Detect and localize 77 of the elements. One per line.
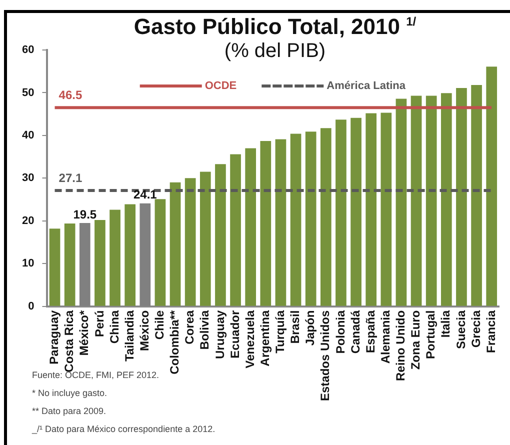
x-tick-label: Estados Unidos [318,310,332,402]
bar [440,93,452,306]
bar [94,220,106,306]
x-tick-label: Argentina [258,310,272,366]
x-tick-label: Tailandia [122,310,136,362]
bar [275,139,286,306]
bar [336,120,346,306]
x-tick-label: España [363,310,378,354]
y-tick-label: 10 [22,258,34,270]
y-tick-label: 50 [22,86,34,99]
bar [260,140,272,306]
x-tick-label: Portugal [424,310,438,359]
data-label: 24.1 [133,188,158,202]
source-note: Fuente: OCDE, FMI, PEF 2012. [32,370,160,380]
chart-subtitle: (% del PIB) [223,40,327,63]
text: * No incluye gasto. [32,388,108,398]
data-label: 46.5 [58,88,82,102]
x-tick-label: Paraguay [47,310,62,364]
chart-title: Gasto Público Total, 2010 $^{1/}$ [132,14,418,40]
x-tick-label: México* [77,310,92,356]
y-tick-label: 20 [22,214,34,227]
bar [410,96,422,306]
x-tick-label: Brasil [288,310,302,344]
bar [170,182,181,306]
bar [486,66,498,306]
bar [305,132,316,306]
x-tick-label: Alemania [378,310,392,364]
bar [200,172,211,306]
text: América Latina [326,80,406,92]
x-tick-label: Zona Euro [408,310,423,370]
bar [426,96,437,306]
y-tick-label: 0 [28,300,34,312]
x-tick-label: Japón [303,310,318,346]
x-tick-label: Corea [182,310,197,344]
y-tick-label: 40 [22,129,34,142]
bar [215,164,226,306]
x-tick-label: Chile [152,310,167,340]
y-tick-label: 60 [22,44,34,56]
data-label: 19.5 [73,207,97,222]
bar [350,118,362,306]
bar [320,128,332,306]
x-tick-label: Uruguay [212,310,227,360]
text: _/¹ Dato para México correspondiente a 2012. [32,424,216,434]
bar [396,98,407,306]
x-tick-label: Suecia [454,310,468,350]
bar [184,178,196,306]
x-tick-label: Reino Unido [394,310,408,381]
bar [154,199,166,306]
x-tick-label: Turquía [273,310,288,354]
bar [366,113,377,306]
x-tick-label: China [107,310,122,344]
x-tick-label: Venezuela [242,310,257,368]
x-tick-label: Colombia** [168,310,182,374]
x-tick-label: Bolivia [198,310,212,350]
bar [64,223,76,306]
x-tick-label: Polonia [333,310,348,354]
y-tick-label: 30 [22,172,34,184]
data-label: 27.1 [58,170,82,185]
bar [124,204,136,306]
x-tick-label: Italia [438,310,453,338]
bar [245,148,256,306]
x-tick-label: Francia [484,310,498,354]
bar [230,154,241,306]
bar [49,228,60,306]
bar [110,210,120,306]
x-tick-label: México [137,310,152,352]
bar [380,112,392,306]
text: ** Dato para 2009. [32,406,108,416]
x-tick-label: Grecia [468,310,483,348]
x-tick-label: Costa Rica [62,310,76,372]
x-tick-label: Perú [92,310,106,338]
x-tick-label: Canadá [348,310,362,354]
series-label: OCDE [204,80,237,92]
bar [290,134,302,306]
bar [456,88,467,306]
x-tick-label: Ecuador [228,310,242,358]
bar [471,85,482,306]
